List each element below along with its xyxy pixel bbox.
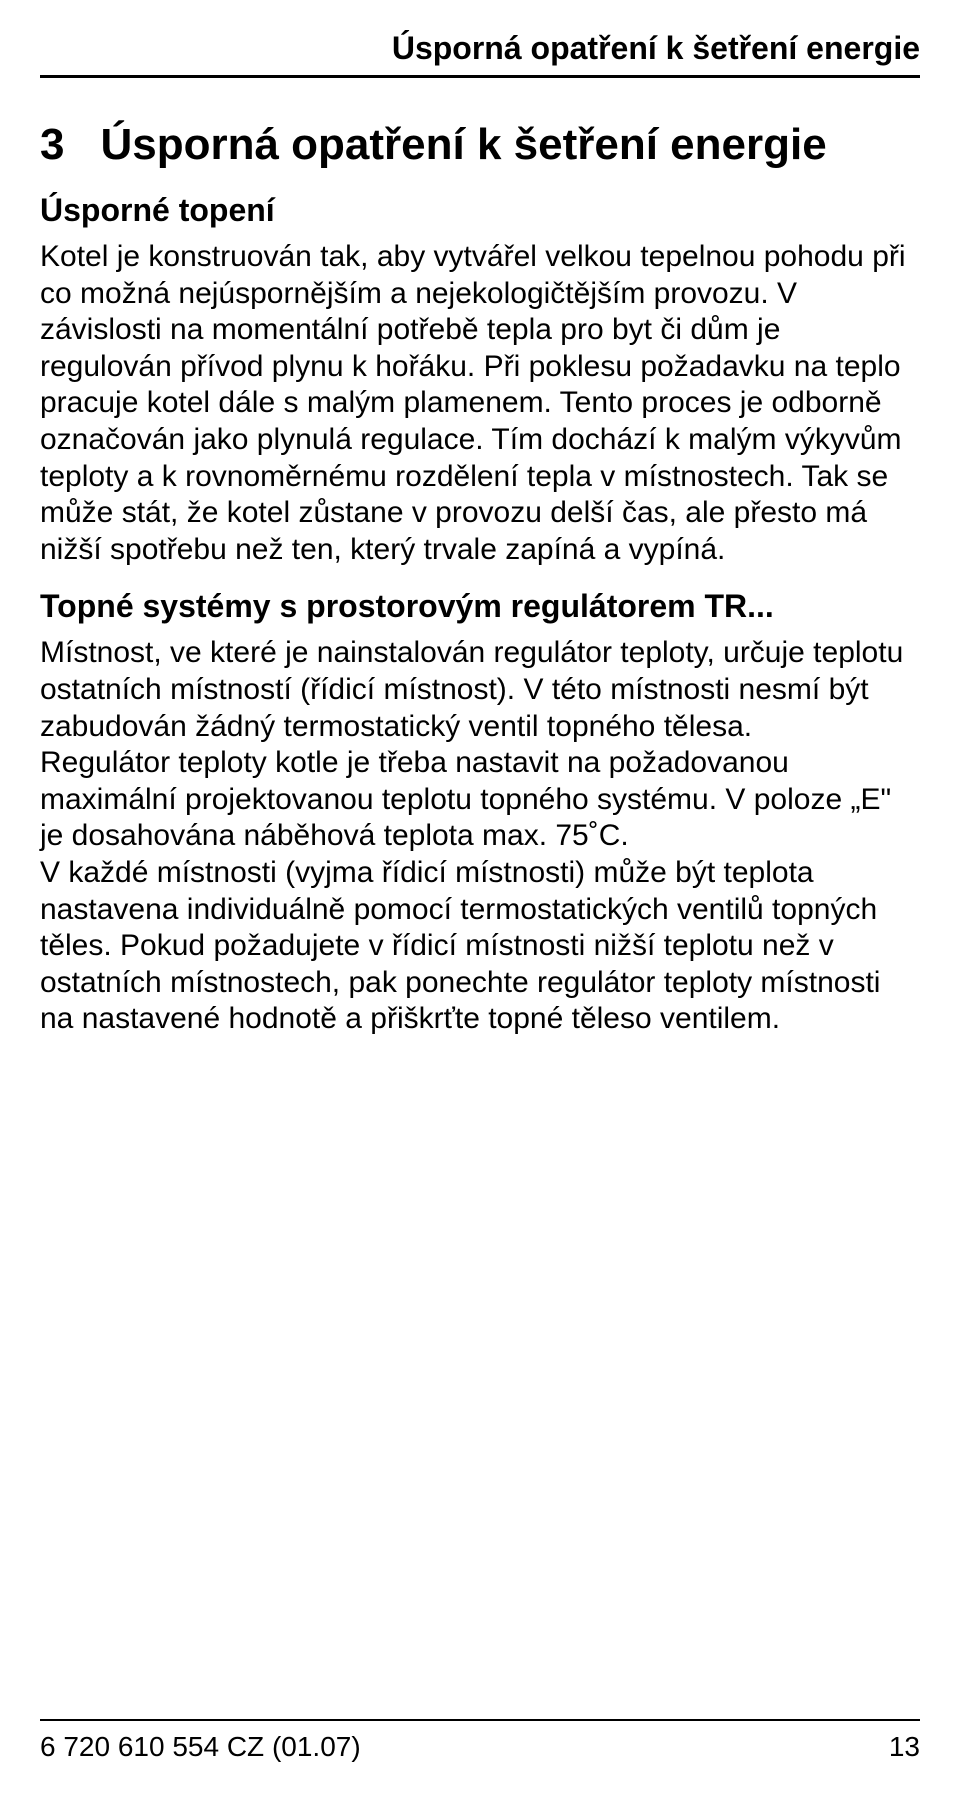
- page-footer: 6 720 610 554 CZ (01.07) 13: [40, 1719, 920, 1763]
- body-paragraph: Regulátor teploty kotle je třeba nastavi…: [40, 745, 920, 855]
- page-number: 13: [889, 1731, 920, 1763]
- body-paragraph: Kotel je konstruován tak, aby vytvářel v…: [40, 239, 920, 568]
- running-head: Úsporná opatření k šetření energie: [40, 30, 920, 78]
- section-heading-2: Topné systémy s prostorovým regulátorem …: [40, 588, 920, 625]
- chapter-title: Úsporná opatření k šetření energie: [100, 120, 826, 170]
- chapter-heading: 3 Úsporná opatření k šetření energie: [40, 120, 920, 170]
- chapter-number: 3: [40, 120, 64, 170]
- doc-number: 6 720 610 554 CZ (01.07): [40, 1731, 361, 1763]
- body-paragraph: V každé místnosti (vyjma řídicí místnost…: [40, 855, 920, 1038]
- section-heading-1: Úsporné topení: [40, 192, 920, 229]
- body-paragraph: Místnost, ve které je nainstalován regul…: [40, 635, 920, 745]
